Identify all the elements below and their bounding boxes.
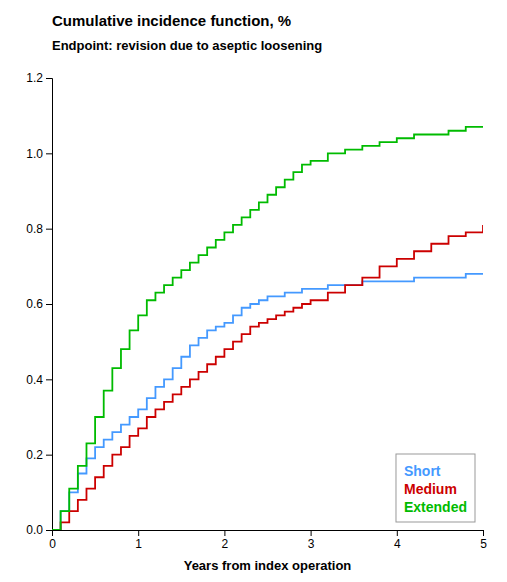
tick: 1 [135, 530, 142, 551]
tick: 0.4 [26, 373, 52, 387]
axis-line [53, 531, 484, 537]
tick-mark [46, 455, 52, 456]
legend-entry: Short [404, 463, 441, 479]
chart: Cumulative incidence function, % Endpoint… [0, 0, 507, 582]
tick: 0.8 [26, 222, 52, 236]
tick: 5 [480, 530, 487, 551]
tick-mark [46, 304, 52, 305]
tick-label: 1.2 [26, 71, 43, 85]
series-group [52, 127, 483, 530]
tick-mark [138, 530, 139, 536]
x-axis: 0 1 2 3 4 5 [49, 530, 487, 551]
y-axis: 0.0 0.2 0.4 0.6 0.8 1.0 1.2 [26, 71, 52, 537]
title: Cumulative incidence function, % [52, 12, 291, 29]
series-line [52, 225, 483, 530]
tick-label: 3 [308, 537, 315, 551]
tick-label: 0 [49, 537, 56, 551]
tick: 0 [49, 530, 56, 551]
tick-label: 0.4 [26, 373, 43, 387]
tick-label: 4 [394, 537, 401, 551]
tick-mark [46, 229, 52, 230]
tick-mark [397, 530, 398, 536]
tick-mark [46, 530, 52, 531]
plot: 0 1 2 3 4 5 0.0 0.2 0.4 0.6 0.8 1.0 1.2 Years from in… [26, 71, 487, 573]
tick-mark [46, 153, 52, 154]
tick-label: 1 [135, 537, 142, 551]
tick-label: 0.8 [26, 222, 43, 236]
tick-label: 0.2 [26, 448, 43, 462]
subtitle: Endpoint: revision due to aseptic loosen… [52, 38, 322, 53]
tick: 3 [308, 530, 315, 551]
tick: 1.2 [26, 71, 52, 85]
tick: 0.6 [26, 297, 52, 311]
tick: 1.0 [26, 147, 52, 161]
tick-label: 2 [222, 537, 229, 551]
series-line [52, 274, 483, 530]
tick: 0.0 [26, 523, 52, 537]
legend-entry: Medium [404, 481, 457, 497]
axis-line [46, 79, 53, 531]
series-line [52, 127, 483, 530]
legend-frame [396, 454, 475, 522]
legend: Short Medium Extended [396, 454, 475, 522]
legend-entry: Extended [404, 499, 467, 515]
tick-label: 0.6 [26, 297, 43, 311]
tick-mark [311, 530, 312, 536]
tick-mark [224, 530, 225, 536]
tick: 4 [394, 530, 401, 551]
tick: 2 [222, 530, 229, 551]
tick-label: 5 [480, 537, 487, 551]
x-axis-label: Years from index operation [184, 558, 352, 573]
tick-label: 0.0 [26, 523, 43, 537]
tick-mark [46, 379, 52, 380]
tick-mark [46, 78, 52, 79]
tick-label: 1.0 [26, 147, 43, 161]
tick: 0.2 [26, 448, 52, 462]
tick-mark [483, 530, 484, 536]
